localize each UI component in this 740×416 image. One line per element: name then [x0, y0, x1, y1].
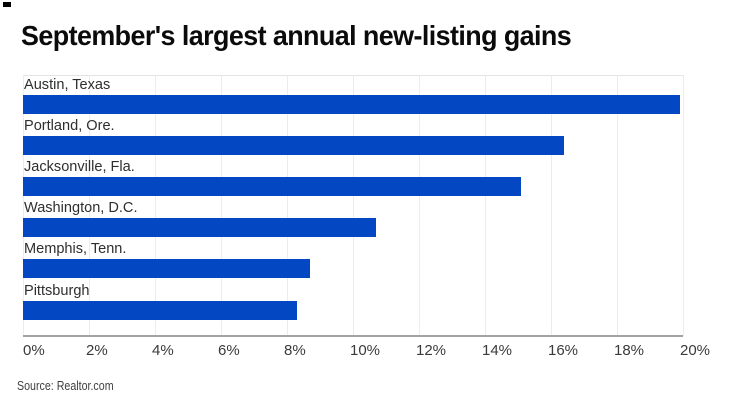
x-axis-tick-label: 16% [548, 342, 579, 359]
gridline [155, 75, 156, 336]
bar [23, 259, 311, 279]
bar [23, 300, 297, 320]
source-note: Source: Realtor.com [17, 378, 114, 393]
bar-label: Austin, Texas [24, 75, 111, 93]
gridline [287, 75, 288, 336]
gridline [551, 75, 552, 336]
bar [23, 176, 522, 196]
x-axis-line [23, 335, 683, 337]
gridline [221, 75, 222, 336]
bar-label: Pittsburgh [24, 281, 90, 299]
x-axis-tick-label: 20% [680, 342, 711, 359]
x-axis-tick-label: 0% [23, 342, 45, 359]
gridline [23, 75, 24, 336]
bar-label: Memphis, Tenn. [24, 240, 127, 258]
bar-label: Jacksonville, Fla. [24, 157, 135, 175]
x-axis-tick-label: 14% [482, 342, 513, 359]
x-axis-tick-label: 8% [284, 342, 306, 359]
x-axis-tick-label: 6% [218, 342, 240, 359]
x-axis-tick-label: 12% [416, 342, 447, 359]
bar [23, 135, 565, 155]
gridline [683, 75, 684, 336]
bar [23, 94, 680, 114]
x-axis-tick-label: 2% [86, 342, 108, 359]
gridline [617, 75, 618, 336]
x-axis-tick-label: 18% [614, 342, 645, 359]
x-axis-tick-label: 10% [350, 342, 381, 359]
chart-title: September's largest annual new-listing g… [21, 20, 572, 51]
gridline [89, 75, 90, 336]
bar [23, 218, 377, 238]
corner-artifact [3, 2, 11, 7]
gridline [353, 75, 354, 336]
bar-label: Portland, Ore. [24, 116, 115, 134]
gridline [485, 75, 486, 336]
bar-label: Washington, D.C. [24, 199, 138, 217]
gridline [419, 75, 420, 336]
x-axis-tick-label: 4% [152, 342, 174, 359]
